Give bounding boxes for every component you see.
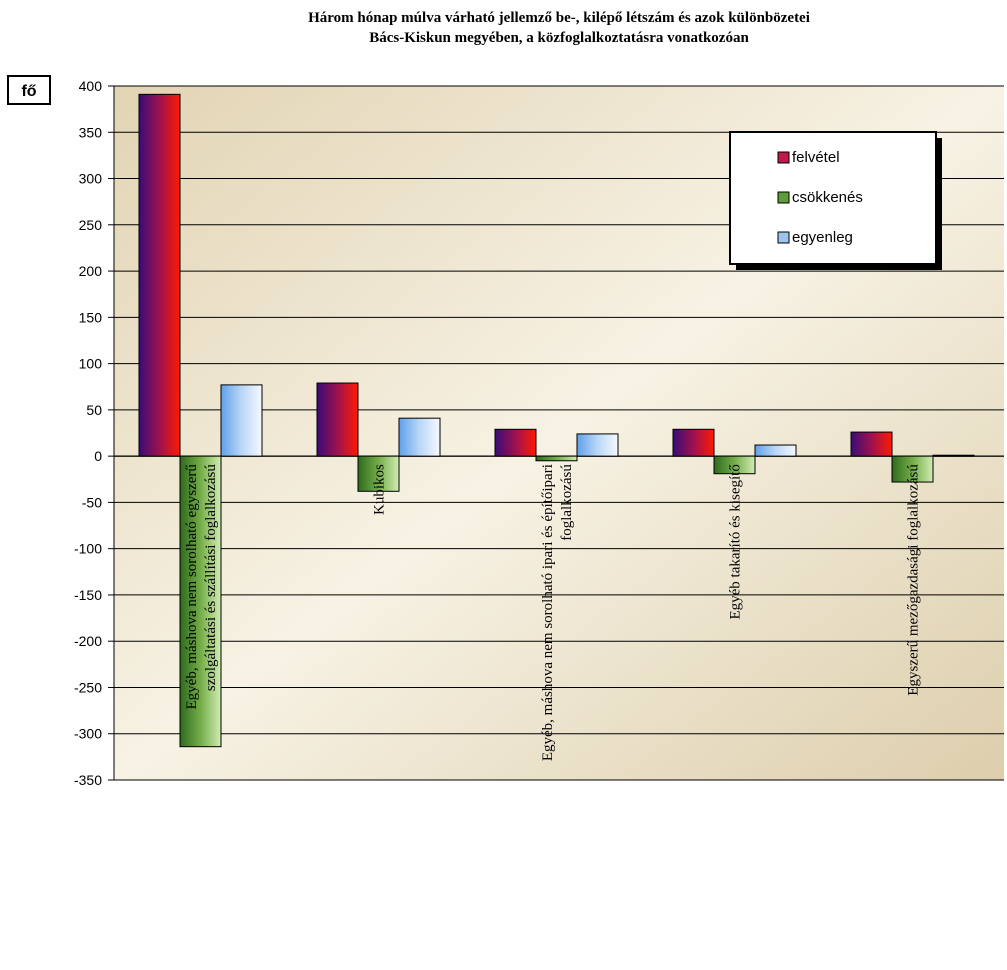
legend-label-egyenleg: egyenleg <box>792 229 853 246</box>
bar-csökkenés <box>713 455 756 475</box>
chart-title-line-1: Három hónap múlva várható jellemző be-, … <box>308 10 810 26</box>
bar-felvétel <box>138 93 181 457</box>
category-label: foglalkozású <box>559 464 575 541</box>
y-tick-label: 350 <box>79 124 103 140</box>
y-tick-label: -150 <box>74 587 102 603</box>
legend-swatch-egyenleg <box>777 231 790 244</box>
bar-csökkenés <box>535 455 578 462</box>
y-tick-label: -350 <box>74 772 102 788</box>
bar-felvétel <box>672 428 715 457</box>
chart-title: Három hónap múlva várható jellemző be-, … <box>308 10 810 46</box>
legend: felvétel csökkenés egyenleg <box>729 131 942 270</box>
category-label: szolgáltatási és szállítási foglalkozású <box>203 464 219 692</box>
y-tick-label: 150 <box>79 309 103 325</box>
category-label: Egyéb, máshova nem sorolható egyszerű <box>184 464 200 710</box>
y-unit-box: fő <box>7 75 51 105</box>
y-tick-label: 200 <box>79 263 103 279</box>
category-label: Egyéb, máshova nem sorolható ipari és ép… <box>540 464 556 761</box>
legend-swatch-felvétel <box>777 151 790 164</box>
category-label: Egyszerű mezőgazdasági foglalkozású <box>906 464 922 696</box>
bar-csökkenés <box>891 455 934 483</box>
bar-egyenleg <box>754 444 797 457</box>
category-label: Egyéb takarító és kisegítő <box>728 464 744 619</box>
y-tick-label: 50 <box>86 402 102 418</box>
y-tick-label: -200 <box>74 633 102 649</box>
y-tick-label: 400 <box>79 78 103 94</box>
bar-csökkenés <box>179 455 222 748</box>
bar-egyenleg <box>398 417 441 457</box>
y-axis-unit-label: fő <box>21 83 36 100</box>
bar-felvétel <box>316 382 359 457</box>
legend-label-csökkenés: csökkenés <box>792 189 863 206</box>
bars <box>138 93 975 748</box>
chart-title-line-2: Bács-Kiskun megyében, a közfoglalkoztatá… <box>369 30 749 46</box>
y-tick-label: -300 <box>74 726 102 742</box>
legend-swatch-csökkenés <box>777 191 790 204</box>
y-tick-label: -250 <box>74 679 102 695</box>
y-tick-label: 300 <box>79 171 103 187</box>
y-tick-label: -50 <box>82 494 102 510</box>
category-labels: Egyéb, máshova nem sorolható egyszerű szo… <box>184 464 922 762</box>
y-tick-label: 250 <box>79 217 103 233</box>
bar-egyenleg <box>576 433 619 457</box>
y-tick-label: 0 <box>94 448 102 464</box>
y-tick-label: -100 <box>74 541 102 557</box>
bar-egyenleg <box>220 384 263 457</box>
y-tick-label: 100 <box>79 356 103 372</box>
bar-felvétel <box>494 428 537 457</box>
bar-csökkenés <box>357 455 400 492</box>
bar-felvétel <box>850 431 893 457</box>
bar-egyenleg <box>932 454 975 457</box>
legend-label-felvétel: felvétel <box>792 149 840 166</box>
category-label: Kubikos <box>372 464 388 515</box>
